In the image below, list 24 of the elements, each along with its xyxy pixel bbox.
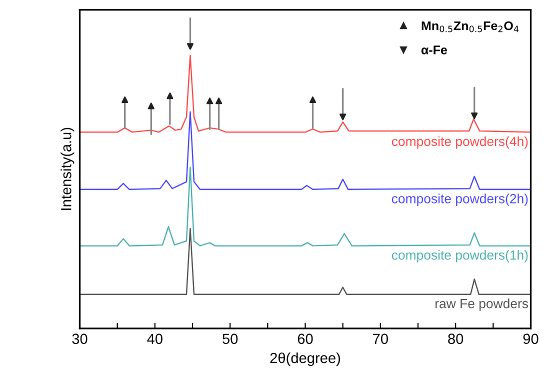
point <box>471 112 478 120</box>
legend-label: α-Fe <box>421 46 448 54</box>
point <box>206 98 214 104</box>
point <box>216 98 222 104</box>
point <box>309 96 316 104</box>
x-tick-label: 70 <box>373 334 388 344</box>
x-tick-label: 50 <box>222 334 238 344</box>
point <box>122 96 128 104</box>
point <box>166 92 174 100</box>
x-tick-label: 40 <box>147 334 162 344</box>
x-axis-title: 2θ(degree) <box>270 352 340 366</box>
y-axis-title: Intensity(a.u) <box>60 128 74 210</box>
point <box>148 102 154 110</box>
series-label: composite powders(4h) <box>392 136 528 149</box>
point <box>186 43 194 50</box>
x-tick-label: 90 <box>523 334 538 344</box>
series-label: raw Fe powders <box>436 298 528 311</box>
series-label: composite powders(2h) <box>392 194 528 206</box>
legend-label: Mn$_{0.5}$Zn$_{0.5}$Fe$_{2}$O$_{4}$ <box>422 21 519 32</box>
x-tick-label: 60 <box>298 334 313 344</box>
x-tick-label: 80 <box>448 334 464 344</box>
series-label: composite powders(1h) <box>392 250 528 262</box>
point <box>340 114 346 120</box>
x-tick-label: 30 <box>72 334 88 344</box>
